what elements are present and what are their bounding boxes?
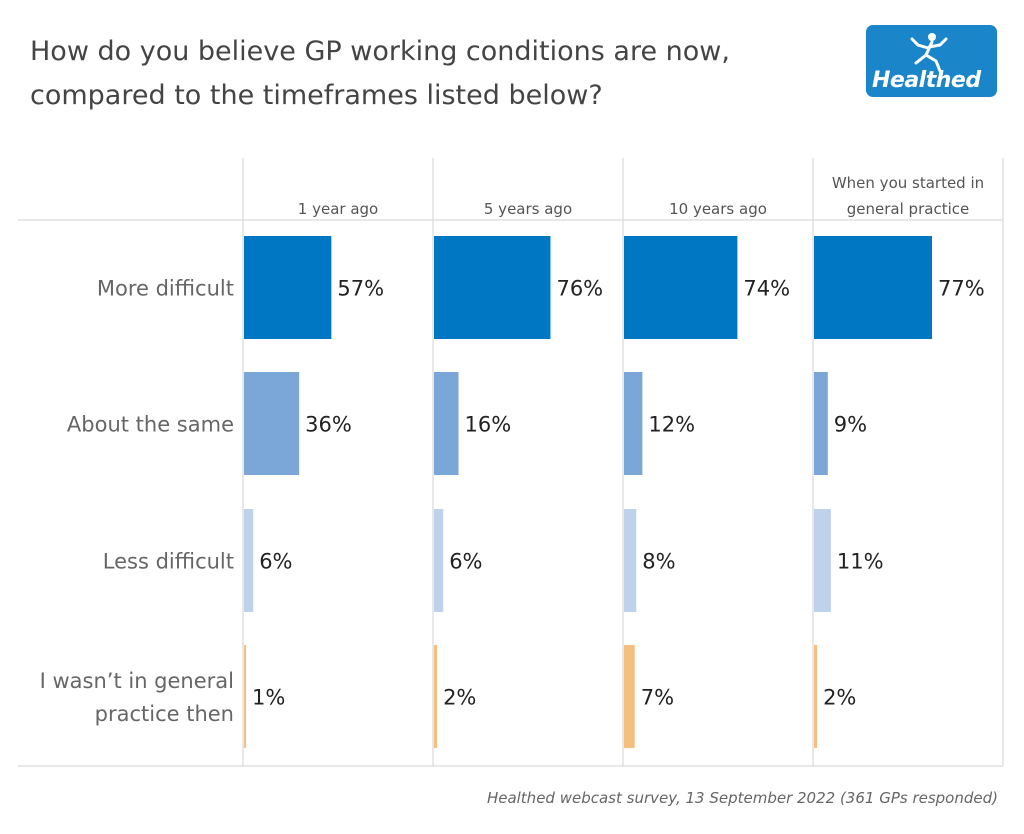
logo-text: Healthed bbox=[872, 68, 981, 93]
panel-header-label: 10 years ago bbox=[669, 200, 767, 218]
panel-header-label: When you started in bbox=[832, 174, 984, 192]
data-label: 7% bbox=[641, 686, 674, 710]
bar bbox=[814, 645, 818, 748]
bar bbox=[244, 372, 300, 475]
panel-header-label: 5 years ago bbox=[484, 200, 572, 218]
bar bbox=[244, 645, 246, 748]
data-label: 6% bbox=[449, 550, 482, 574]
data-label: 2% bbox=[443, 686, 476, 710]
data-label: 6% bbox=[259, 550, 292, 574]
bar bbox=[434, 509, 444, 612]
panel-header-label: 1 year ago bbox=[298, 200, 378, 218]
running-figure-icon bbox=[910, 33, 948, 73]
category-label: About the same bbox=[67, 413, 234, 437]
data-label: 74% bbox=[743, 277, 790, 301]
bar bbox=[624, 372, 643, 475]
category-label: Less difficult bbox=[103, 550, 234, 574]
data-label: 76% bbox=[556, 277, 603, 301]
bar bbox=[434, 372, 459, 475]
source-note: Healthed webcast survey, 13 September 20… bbox=[486, 789, 998, 807]
category-label: practice then bbox=[95, 702, 234, 726]
bar bbox=[624, 645, 635, 748]
bar bbox=[624, 236, 738, 339]
data-label: 77% bbox=[938, 277, 985, 301]
bar bbox=[434, 236, 551, 339]
bar bbox=[244, 509, 254, 612]
bar bbox=[814, 372, 828, 475]
data-label: 36% bbox=[305, 413, 352, 437]
panel-header-label: general practice bbox=[847, 200, 969, 218]
bar bbox=[244, 236, 332, 339]
data-label: 16% bbox=[465, 413, 512, 437]
data-label: 2% bbox=[823, 686, 856, 710]
data-label: 12% bbox=[648, 413, 695, 437]
data-label: 57% bbox=[337, 277, 384, 301]
data-label: 1% bbox=[252, 686, 285, 710]
healthed-logo: Healthed bbox=[866, 25, 997, 97]
data-label: 11% bbox=[837, 550, 884, 574]
data-label: 9% bbox=[834, 413, 867, 437]
data-label: 8% bbox=[642, 550, 675, 574]
bar bbox=[434, 645, 438, 748]
bar bbox=[814, 236, 932, 339]
bar bbox=[814, 509, 831, 612]
category-label: I wasn’t in general bbox=[40, 669, 234, 693]
bar bbox=[624, 509, 637, 612]
chart-title: How do you believe GP working conditions… bbox=[30, 36, 730, 111]
category-label: More difficult bbox=[97, 277, 234, 301]
